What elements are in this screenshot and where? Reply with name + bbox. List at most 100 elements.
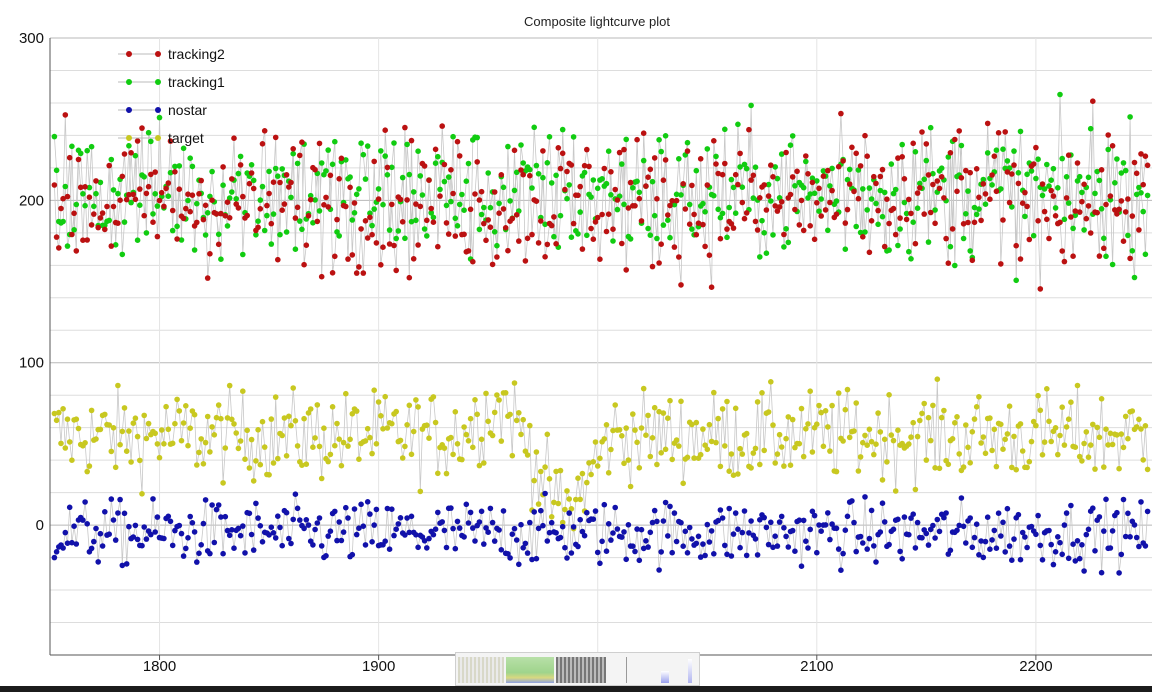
data-point-tracking1	[809, 175, 816, 181]
data-point-tracking2	[325, 204, 332, 210]
data-point-target	[334, 420, 340, 427]
data-point-target	[732, 405, 739, 412]
data-point-target	[608, 446, 614, 453]
data-point-nostar	[327, 528, 334, 534]
data-point-tracking1	[165, 193, 172, 199]
data-point-target	[669, 456, 675, 463]
data-point-nostar	[167, 518, 174, 525]
data-point-tracking2	[110, 203, 117, 210]
data-point-nostar	[746, 530, 752, 536]
data-point-tracking1	[375, 186, 382, 192]
data-point-tracking2	[608, 169, 614, 175]
navigator-selected-window[interactable]	[506, 657, 554, 683]
data-point-tracking2	[952, 136, 958, 143]
data-point-tracking2	[592, 219, 599, 225]
data-point-tracking2	[424, 217, 430, 224]
data-point-tracking2	[470, 258, 476, 265]
data-point-target	[640, 385, 647, 392]
data-point-tracking2	[1019, 200, 1026, 206]
data-point-tracking1	[542, 221, 548, 228]
data-point-tracking1	[1017, 128, 1024, 135]
data-point-tracking1	[684, 139, 691, 146]
data-point-target	[586, 460, 592, 466]
data-point-target	[634, 439, 640, 446]
data-point-nostar	[62, 529, 69, 536]
data-point-nostar	[1122, 533, 1129, 540]
data-point-tracking1	[1087, 125, 1094, 132]
data-point-target	[321, 425, 327, 432]
data-point-nostar	[340, 529, 347, 535]
data-point-tracking1	[485, 170, 492, 176]
data-point-tracking2	[695, 220, 702, 226]
data-point-target	[325, 458, 332, 465]
data-point-tracking2	[658, 241, 664, 247]
data-point-target	[509, 452, 516, 459]
data-point-tracking1	[51, 133, 58, 140]
data-point-tracking2	[213, 211, 220, 217]
data-point-nostar	[562, 544, 568, 551]
data-point-tracking1	[531, 124, 537, 131]
data-point-nostar	[64, 540, 71, 546]
data-point-nostar	[292, 491, 299, 498]
data-point-target	[384, 425, 391, 431]
data-point-tracking1	[1131, 274, 1138, 281]
data-point-tracking1	[1061, 216, 1068, 223]
data-point-tracking2	[95, 224, 101, 231]
data-point-target	[1109, 441, 1116, 448]
data-point-tracking2	[941, 195, 947, 201]
data-point-tracking2	[51, 182, 58, 188]
data-point-target	[86, 463, 93, 469]
data-point-target	[553, 468, 559, 475]
data-point-tracking1	[903, 210, 910, 217]
data-point-tracking2	[980, 181, 987, 187]
data-point-nostar	[404, 515, 410, 521]
data-point-target	[1013, 466, 1019, 473]
data-point-tracking1	[568, 234, 575, 240]
data-point-tracking1	[316, 208, 323, 214]
data-point-target	[1068, 399, 1074, 406]
data-point-nostar	[711, 551, 717, 557]
data-point-target	[645, 412, 651, 419]
data-point-tracking2	[261, 128, 268, 134]
data-point-tracking2	[807, 223, 813, 229]
data-point-nostar	[211, 539, 218, 546]
data-point-nostar	[154, 514, 161, 520]
data-point-tracking1	[413, 217, 419, 224]
data-point-tracking1	[154, 203, 161, 209]
data-point-target	[967, 460, 973, 466]
data-point-tracking1	[1063, 174, 1070, 180]
data-point-target	[941, 407, 947, 414]
data-point-nostar	[932, 535, 938, 541]
data-point-target	[378, 413, 384, 419]
data-point-tracking2	[1052, 213, 1059, 219]
data-point-target	[279, 432, 286, 439]
data-point-target	[991, 426, 998, 433]
data-point-tracking2	[60, 195, 66, 202]
data-point-tracking2	[443, 220, 450, 226]
data-point-tracking1	[143, 230, 150, 236]
data-point-tracking2	[991, 153, 998, 159]
data-point-target	[158, 427, 165, 433]
range-navigator[interactable]	[455, 652, 700, 686]
data-point-tracking2	[467, 206, 474, 213]
data-point-tracking1	[702, 209, 708, 215]
data-point-tracking1	[288, 194, 294, 201]
data-point-target	[533, 449, 540, 455]
data-point-tracking2	[651, 155, 658, 161]
data-point-target	[914, 433, 921, 440]
data-point-tracking1	[967, 248, 973, 254]
data-point-target	[805, 421, 811, 427]
data-point-tracking2	[1136, 227, 1142, 233]
data-point-target	[513, 417, 520, 424]
data-point-nostar	[424, 545, 430, 551]
data-point-tracking2	[1061, 258, 1068, 265]
data-point-tracking2	[586, 163, 592, 170]
data-point-target	[115, 382, 121, 389]
data-point-target	[616, 427, 623, 433]
data-point-tracking2	[255, 224, 261, 231]
data-point-target	[818, 409, 824, 416]
data-point-nostar	[941, 514, 947, 521]
data-point-tracking1	[857, 229, 864, 236]
data-point-nostar	[318, 543, 325, 549]
